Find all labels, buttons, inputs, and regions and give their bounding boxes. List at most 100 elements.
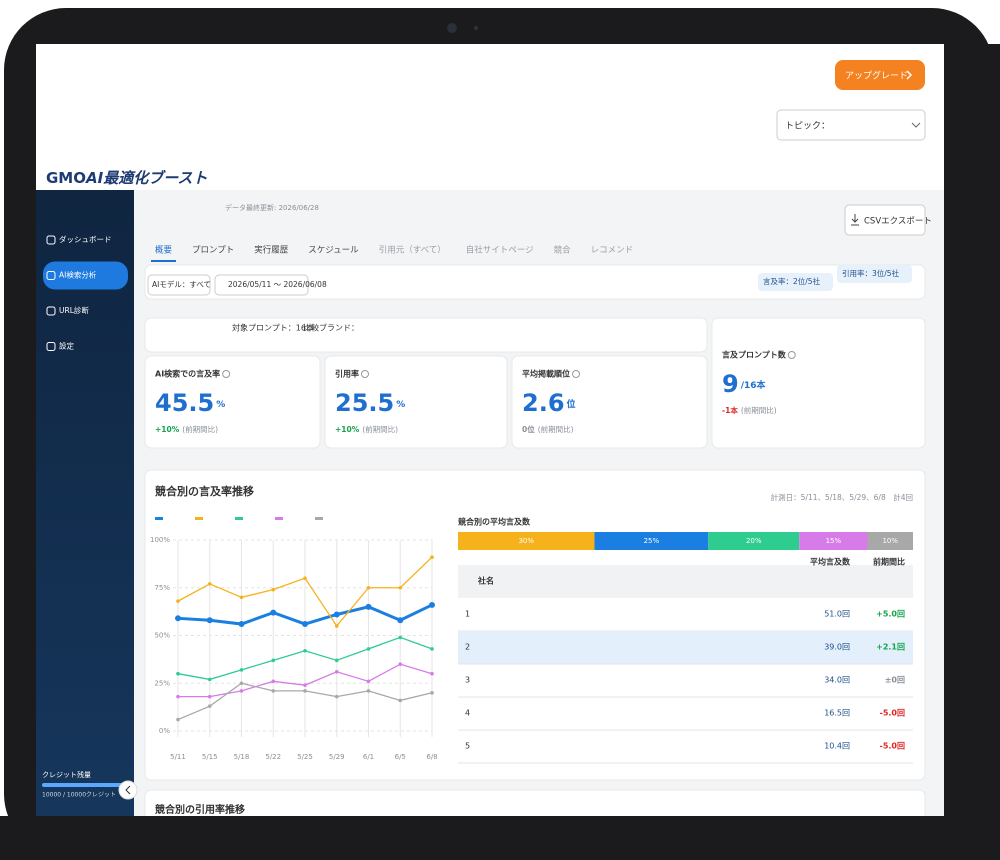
charts: 競合別の言及率推移 計測日：5/11、5/18、5/29、6/8 計4回 0% 25%… [150,484,913,761]
model-label: AIモデル：すべて [152,279,211,289]
csv-label: CSVエクスポート [864,217,932,227]
date-picker[interactable] [214,274,309,296]
kpi-value: 2.6 位 [522,389,576,417]
camera [447,23,457,33]
table-cell: ±0回 [885,676,905,685]
segment-label: 25% [644,537,660,545]
table-cell: 4 [465,709,470,718]
nav-item[interactable]: ダッシュボード [59,234,112,244]
table-cell: -5.0回 [880,742,906,751]
collapse-button[interactable] [118,780,138,800]
tab[interactable]: 引用元（すべて） [379,245,446,256]
series-point [271,587,276,592]
tab[interactable]: 概要 [155,245,173,256]
series-point [365,603,372,610]
table-cell: 34.0回 [824,676,850,685]
mention-rank: 言及率：2位/5社 [763,276,821,286]
nav-item[interactable]: 設定 [59,341,74,351]
series-point [366,689,371,693]
table-cell: 3 [465,676,470,685]
credit-bar [42,783,126,787]
tab[interactable]: レコメンド [591,246,634,256]
summary-card [144,317,708,353]
kpi-change-value: 0位 [522,424,535,434]
tab[interactable]: 自社サイトページ [466,245,534,256]
kpi-unit: % [216,400,225,410]
tab[interactable]: 実行履歴 [254,245,289,256]
filter-bar [144,264,926,300]
x-tick-label: 6/5 [395,753,406,761]
kpi-card [511,355,708,449]
series-point [334,624,339,628]
series-point [239,681,244,686]
topic-label: トピック： [785,121,830,132]
table-cell: 39.0回 [824,643,850,652]
citation-rank-chip[interactable] [837,265,912,283]
x-tick-label: 5/15 [202,753,218,761]
series-point [207,704,212,708]
kpi-number: 25.5 [335,389,394,417]
series-point [271,689,276,693]
topic-select[interactable]: トピック： [776,109,926,141]
legend-swatch [275,517,283,520]
series-point [334,669,339,674]
sensor [474,26,478,30]
legend-swatch [315,517,323,520]
nav-item[interactable]: AI検索分析 [59,270,97,280]
table-cell: 1 [465,610,470,619]
model-select[interactable] [147,274,211,296]
kpi-number: 45.5 [155,389,214,417]
series-point [271,679,276,684]
table-cell: +5.0回 [876,610,905,619]
credit-amount: 10000 / 10000クレジット [42,792,116,799]
y-tick-label: 50% [154,632,170,640]
kpi-label: 平均掲載順位 [522,369,570,379]
citation-rank: 引用率：3位/5社 [842,268,900,278]
column-header: 平均言及数 [810,557,851,567]
kpi-value: 45.5% [155,389,225,417]
info-icon [222,370,231,378]
kpi-value: 25.5% [335,389,405,417]
series-point [398,635,403,640]
upgrade-button[interactable]: アップグレード [835,60,925,90]
tab[interactable]: プロンプト [192,246,234,256]
kpi-change: 0位 (前期間比) [522,424,574,434]
logo-product: AI最適化ブースト [85,169,207,187]
x-tick-label: 6/8 [426,753,437,761]
csv-button[interactable]: CSVエクスポート [844,204,932,236]
series-point [397,617,404,624]
legend-swatch [155,517,163,520]
mention-rank-chip[interactable] [758,273,833,291]
nav-icon [46,271,56,280]
date-range: 2026/05/11 〜 2026/06/08 [228,280,327,289]
tab-underline [151,260,177,262]
kpi-change-value: +10% [335,425,360,434]
series-point [206,617,213,624]
tab[interactable]: 競合 [554,245,572,256]
nav-item[interactable]: URL診断 [59,305,89,315]
tab[interactable]: スケジュール [308,246,359,256]
tabs: 概要 プロンプト 実行履歴 スケジュール 引用元（すべて） 自社サイトページ 競合 レコメンド [151,245,634,262]
series-point [303,683,307,687]
kpi-change: +10% (前期間比) [335,424,398,434]
table-cell: -5.0回 [880,709,906,718]
series-point [303,648,307,653]
segment-label: 15% [826,537,842,545]
series-point [303,689,307,693]
table-header-bg [458,565,913,598]
series-point [430,555,434,559]
series-point [398,662,403,666]
series-point [270,609,277,616]
kpi-card [324,355,508,449]
segment-label: 20% [746,537,762,545]
stack-segment [708,532,800,550]
series-point [398,585,403,590]
nav-icon [46,342,56,351]
series-point [176,717,180,722]
stack-segment [799,532,868,550]
topic-select-box [776,109,926,141]
series-point [271,658,276,663]
